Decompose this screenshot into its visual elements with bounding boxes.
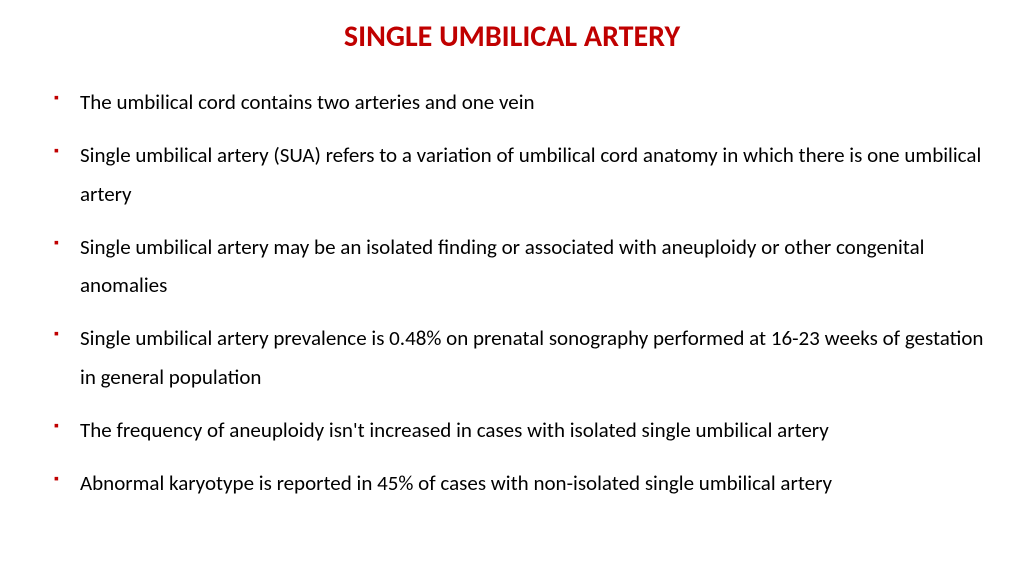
list-item: The frequency of aneuploidy isn't increa…: [54, 411, 984, 450]
bullet-text: The umbilical cord contains two arteries…: [80, 83, 984, 122]
bullet-list: The umbilical cord contains two arteries…: [40, 83, 984, 503]
bullet-text: Single umbilical artery prevalence is 0.…: [80, 319, 984, 397]
list-item: Abnormal karyotype is reported in 45% of…: [54, 464, 984, 503]
slide-title: SINGLE UMBILICAL ARTERY: [40, 18, 984, 55]
bullet-text: Single umbilical artery (SUA) refers to …: [80, 136, 984, 214]
bullet-text: The frequency of aneuploidy isn't increa…: [80, 411, 984, 450]
list-item: Single umbilical artery prevalence is 0.…: [54, 319, 984, 397]
slide-container: SINGLE UMBILICAL ARTERY The umbilical co…: [0, 0, 1024, 576]
list-item: Single umbilical artery may be an isolat…: [54, 228, 984, 306]
bullet-text: Abnormal karyotype is reported in 45% of…: [80, 464, 984, 503]
list-item: The umbilical cord contains two arteries…: [54, 83, 984, 122]
list-item: Single umbilical artery (SUA) refers to …: [54, 136, 984, 214]
bullet-text: Single umbilical artery may be an isolat…: [80, 228, 984, 306]
